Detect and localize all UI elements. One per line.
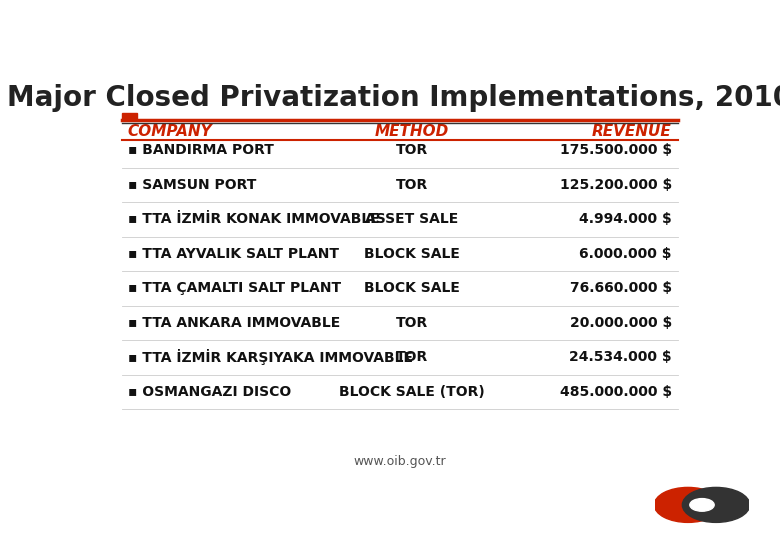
Text: ▪ BANDIRMA PORT: ▪ BANDIRMA PORT [128,143,274,157]
Text: ▪ TTA AYVALIK SALT PLANT: ▪ TTA AYVALIK SALT PLANT [128,247,339,261]
Text: 485.000.000 $: 485.000.000 $ [559,384,672,399]
Circle shape [690,498,714,511]
Text: 175.500.000 $: 175.500.000 $ [559,143,672,157]
Text: www.oib.gov.tr: www.oib.gov.tr [353,455,446,468]
Text: ▪ OSMANGAZI DISCO: ▪ OSMANGAZI DISCO [128,384,291,399]
Text: COMPANY: COMPANY [128,124,212,139]
Text: TOR: TOR [395,315,428,329]
Text: TOR: TOR [395,143,428,157]
Text: 125.200.000 $: 125.200.000 $ [559,178,672,192]
Text: 4.994.000 $: 4.994.000 $ [579,212,672,226]
Circle shape [682,488,750,522]
Text: 76.660.000 $: 76.660.000 $ [569,281,672,295]
Text: ▪ TTA İZMİR KARŞIYAKA IMMOVABLE: ▪ TTA İZMİR KARŞIYAKA IMMOVABLE [128,349,413,365]
Text: BLOCK SALE (TOR): BLOCK SALE (TOR) [339,384,484,399]
Text: 24.534.000 $: 24.534.000 $ [569,350,672,364]
Text: ☽: ☽ [51,490,79,519]
Text: 20.000.000 $: 20.000.000 $ [569,315,672,329]
Text: ▪ TTA ANKARA IMMOVABLE: ▪ TTA ANKARA IMMOVABLE [128,315,340,329]
Text: METHOD: METHOD [374,124,449,139]
Text: BLOCK SALE: BLOCK SALE [364,281,459,295]
Text: REVENUE: REVENUE [592,124,672,139]
Text: ▪ TTA ÇAMALTI SALT PLANT: ▪ TTA ÇAMALTI SALT PLANT [128,281,341,295]
Text: TOR: TOR [395,178,428,192]
Text: Major Closed Privatization Implementations, 2010: Major Closed Privatization Implementatio… [7,84,780,112]
Text: ▪ SAMSUN PORT: ▪ SAMSUN PORT [128,178,256,192]
Text: 6.000.000 $: 6.000.000 $ [580,247,672,261]
Text: ▪ TTA İZMİR KONAK IMMOVABLE: ▪ TTA İZMİR KONAK IMMOVABLE [128,212,380,226]
Text: BLOCK SALE: BLOCK SALE [364,247,459,261]
Text: TOR: TOR [395,350,428,364]
Text: ASSET SALE: ASSET SALE [365,212,459,226]
Bar [122,113,136,120]
Circle shape [654,488,722,522]
